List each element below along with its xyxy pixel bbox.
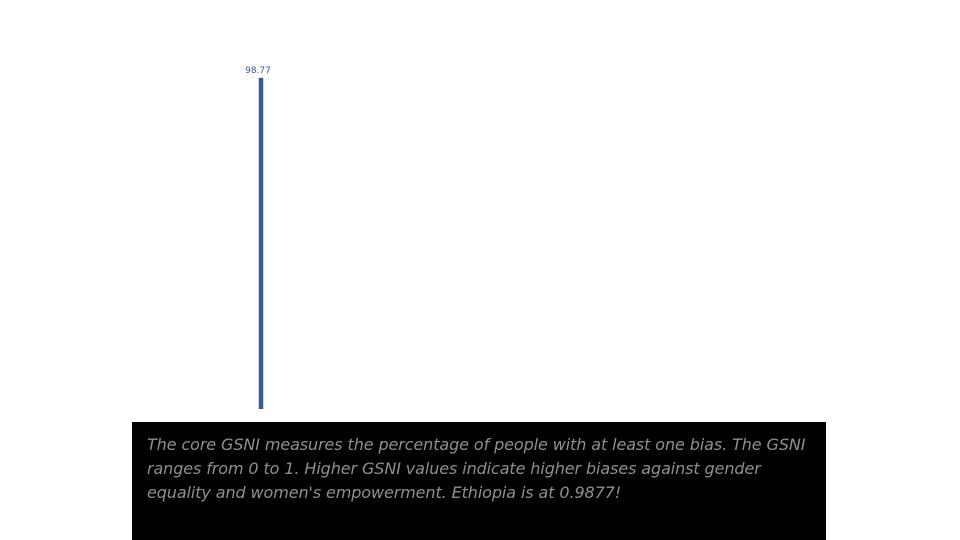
caption-text: The core GSNI measures the percentage of… bbox=[147, 435, 806, 502]
bars-layer bbox=[258, 77, 264, 409]
caption-box: The core GSNI measures the percentage of… bbox=[132, 422, 826, 540]
data-label-0: 98.77 bbox=[245, 66, 271, 76]
data-labels-layer: 98.77 bbox=[245, 66, 271, 76]
bar-0 bbox=[258, 77, 264, 409]
